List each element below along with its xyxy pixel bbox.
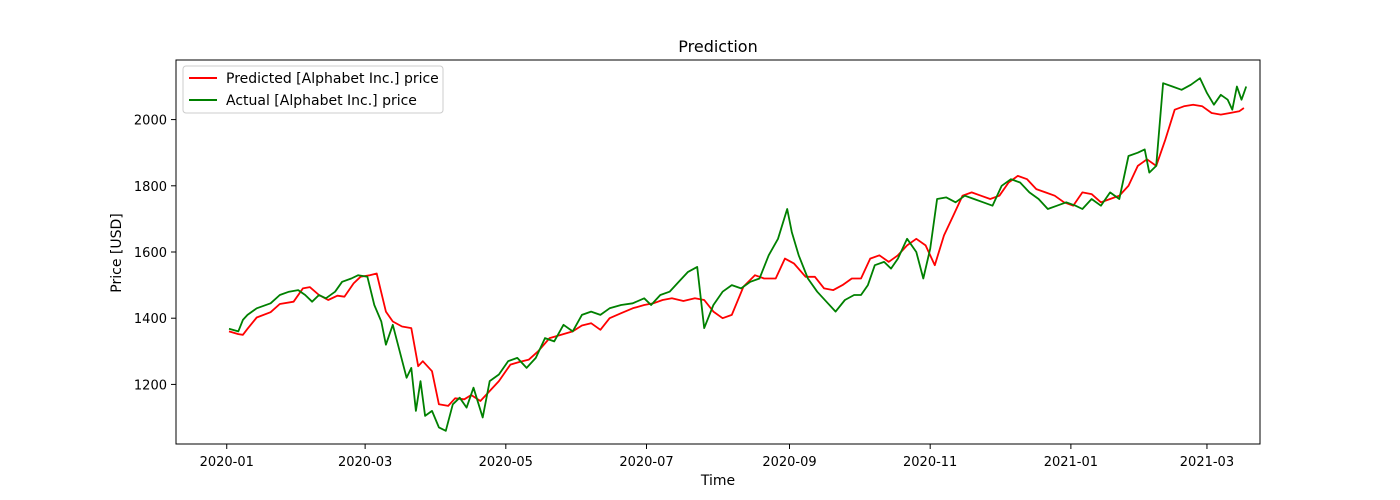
x-tick-label: 2020-05 [479, 455, 533, 470]
y-tick-label: 1200 [134, 378, 167, 393]
x-tick-label: 2020-03 [338, 455, 392, 470]
series-line-predicted [228, 103, 1245, 407]
legend: Predicted [Alphabet Inc.] price Actual [A… [182, 65, 444, 114]
legend-label: Actual [Alphabet Inc.] price [226, 93, 417, 109]
y-axis: 1200 1400 1600 1800 2000 [134, 114, 176, 393]
plot-frame [175, 59, 1261, 445]
y-tick-label: 1800 [134, 180, 167, 195]
series-line-actual [228, 77, 1248, 432]
legend-box [182, 65, 444, 114]
plot-area [228, 77, 1248, 432]
x-tick-label: 2020-11 [903, 455, 957, 470]
y-tick-label: 1600 [134, 246, 167, 261]
x-tick-label: 2020-01 [200, 455, 254, 470]
y-tick-label: 1400 [134, 312, 167, 327]
x-axis-label: Time [700, 473, 735, 489]
legend-label: Predicted [Alphabet Inc.] price [226, 71, 439, 87]
y-axis-label: Price [USD] [109, 213, 125, 292]
x-axis: 2020-01 2020-03 2020-05 2020-07 2020-09 2020-… [200, 444, 1234, 470]
y-tick-label: 2000 [134, 114, 167, 129]
x-tick-label: 2020-09 [762, 455, 816, 470]
chart-title: Prediction [678, 37, 757, 56]
x-tick-label: 2021-03 [1180, 455, 1234, 470]
x-tick-label: 2020-07 [619, 455, 673, 470]
x-tick-label: 2021-01 [1044, 455, 1098, 470]
